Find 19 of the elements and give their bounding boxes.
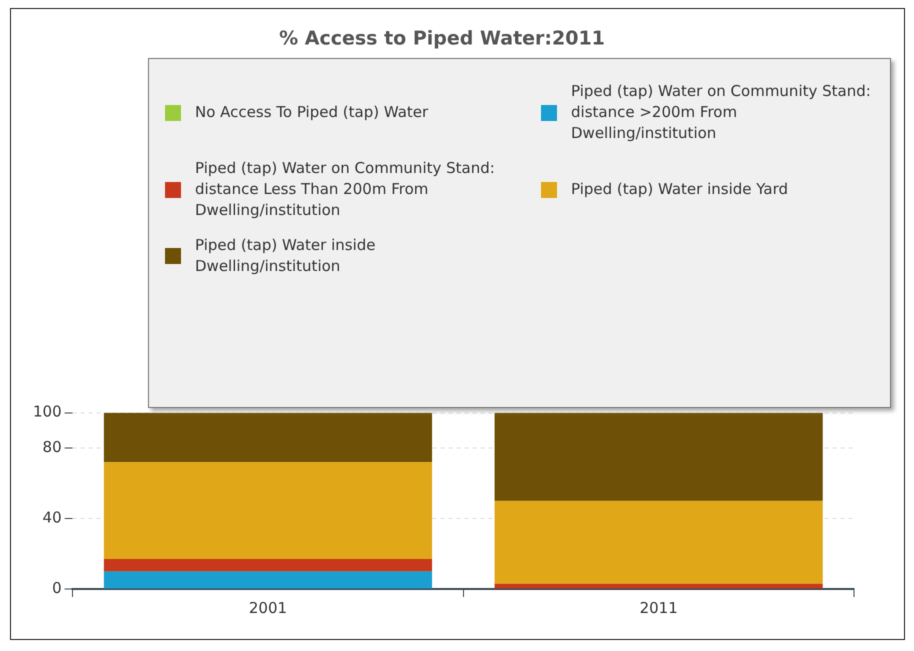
legend-label: Piped (tap) Water on Community Stand: distance Less Than 200m From Dwelling/institution <box>195 158 495 221</box>
bar <box>494 500 823 584</box>
legend-label: Piped (tap) Water on Community Stand: distance >200m From Dwelling/institution <box>571 81 871 144</box>
legend-label: Piped (tap) Water inside Dwelling/institution <box>195 235 377 277</box>
bar <box>104 462 432 560</box>
legend-label: Piped (tap) Water inside Yard <box>571 179 789 200</box>
x-tick-label: 2011 <box>640 598 678 617</box>
y-tick-label: 40 <box>42 508 62 526</box>
y-tick-label: 80 <box>42 438 62 456</box>
x-tick-label: 2001 <box>248 598 288 617</box>
legend-label: No Access To Piped (tap) Water <box>195 102 430 123</box>
bar <box>104 571 432 588</box>
bar <box>104 412 432 462</box>
bar <box>494 412 823 501</box>
chart-title: % Access to Piped Water:2011 <box>279 27 605 50</box>
y-tick-label: 0 <box>52 578 62 597</box>
y-tick-label: 100 <box>32 402 62 421</box>
bar <box>494 584 823 588</box>
bar <box>104 559 432 572</box>
